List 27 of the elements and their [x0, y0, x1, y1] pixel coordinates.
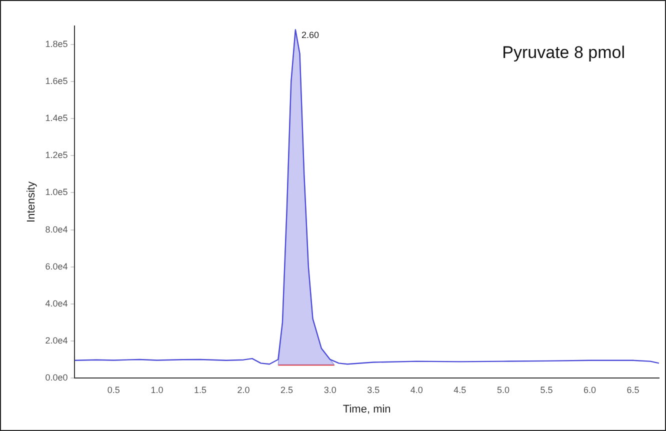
y-tick-label: 4.0e4	[45, 298, 68, 308]
y-tick-label: 1.8e5	[45, 39, 68, 50]
x-tick-label: 0.5	[107, 384, 120, 395]
x-tick-label: 1.0	[150, 384, 164, 395]
x-tick-label: 4.5	[454, 384, 466, 395]
y-tick-label: 8.0e4	[45, 224, 68, 234]
x-tick-label: 3.0	[324, 384, 336, 395]
x-axis-title: Time, min	[342, 403, 391, 416]
y-tick-label: 6.0e4	[45, 261, 68, 272]
annotation: Pyruvate 8 pmol	[502, 43, 625, 63]
y-tick-label: 1.6e5	[45, 76, 68, 86]
x-tick-label: 6.5	[626, 384, 640, 395]
x-tick-label: 5.0	[496, 384, 510, 395]
y-tick-label: 2.0e4	[45, 335, 68, 346]
x-tick-label: 6.0	[583, 384, 596, 395]
x-tick-label: 5.5	[540, 384, 553, 395]
y-tick-label: 0.0e0	[45, 372, 68, 382]
y-axis-title: Intensity	[26, 181, 38, 222]
y-tick-label: 1.2e5	[45, 150, 68, 160]
x-tick-label: 2.5	[280, 384, 294, 395]
x-tick-label: 4.0	[410, 384, 423, 395]
y-tick-label: 1.4e5	[45, 113, 68, 124]
annotation: 2.60	[301, 30, 319, 40]
x-tick-label: 3.5	[367, 384, 380, 395]
x-tick-label: 2.0	[237, 384, 250, 395]
x-tick-label: 1.5	[194, 384, 206, 395]
y-tick-label: 1.0e5	[45, 187, 68, 198]
